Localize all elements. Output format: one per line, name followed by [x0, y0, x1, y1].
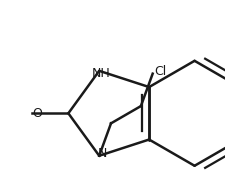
- Text: O: O: [32, 107, 42, 120]
- Text: NH: NH: [91, 67, 110, 80]
- Text: N: N: [97, 147, 106, 160]
- Text: Cl: Cl: [154, 65, 166, 78]
